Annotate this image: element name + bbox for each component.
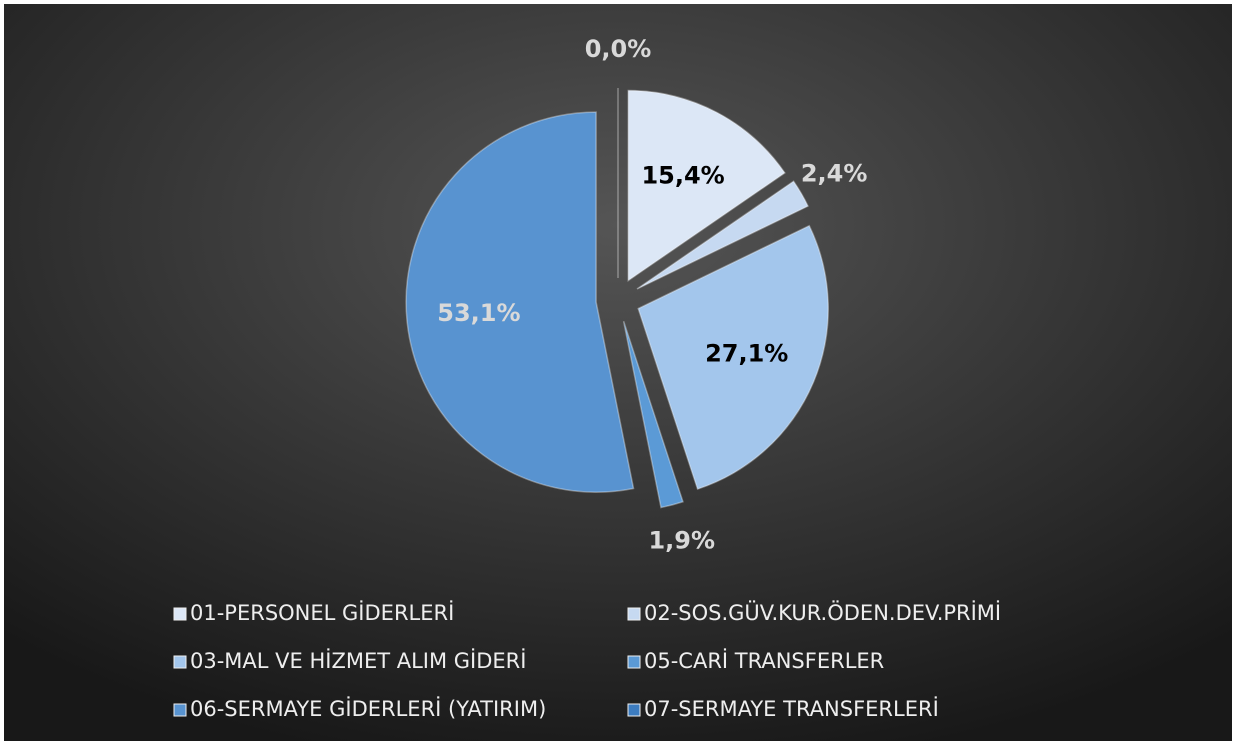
legend-label: 03-MAL VE HİZMET ALIM GİDERİ — [190, 648, 526, 673]
legend-label: 07-SERMAYE TRANSFERLERİ — [644, 696, 939, 721]
pie-slice — [637, 224, 829, 491]
value-label: 0,0% — [585, 35, 652, 63]
background — [4, 4, 1232, 741]
value-label: 1,9% — [648, 527, 715, 555]
legend-marker — [627, 703, 641, 717]
pie-slice — [405, 111, 635, 493]
pie-slice — [636, 180, 810, 290]
legend-marker — [627, 655, 641, 669]
legend-marker — [173, 607, 187, 621]
legend-marker — [627, 607, 641, 621]
value-label: 2,4% — [801, 159, 868, 187]
legend-label: 01-PERSONEL GİDERLERİ — [190, 600, 454, 625]
value-label: 15,4% — [641, 161, 724, 189]
pie-slice — [627, 89, 786, 282]
legend-label: 02-SOS.GÜV.KUR.ÖDEN.DEV.PRİMİ — [644, 600, 1001, 625]
legend-label: 06-SERMAYE GİDERLERİ (YATIRIM) — [190, 696, 546, 721]
legend-marker — [173, 703, 187, 717]
value-label: 27,1% — [705, 340, 788, 368]
legend-marker — [173, 655, 187, 669]
pie-slice — [622, 321, 684, 509]
value-label: 53,1% — [437, 299, 520, 327]
legend-label: 05-CARİ TRANSFERLER — [644, 648, 884, 673]
